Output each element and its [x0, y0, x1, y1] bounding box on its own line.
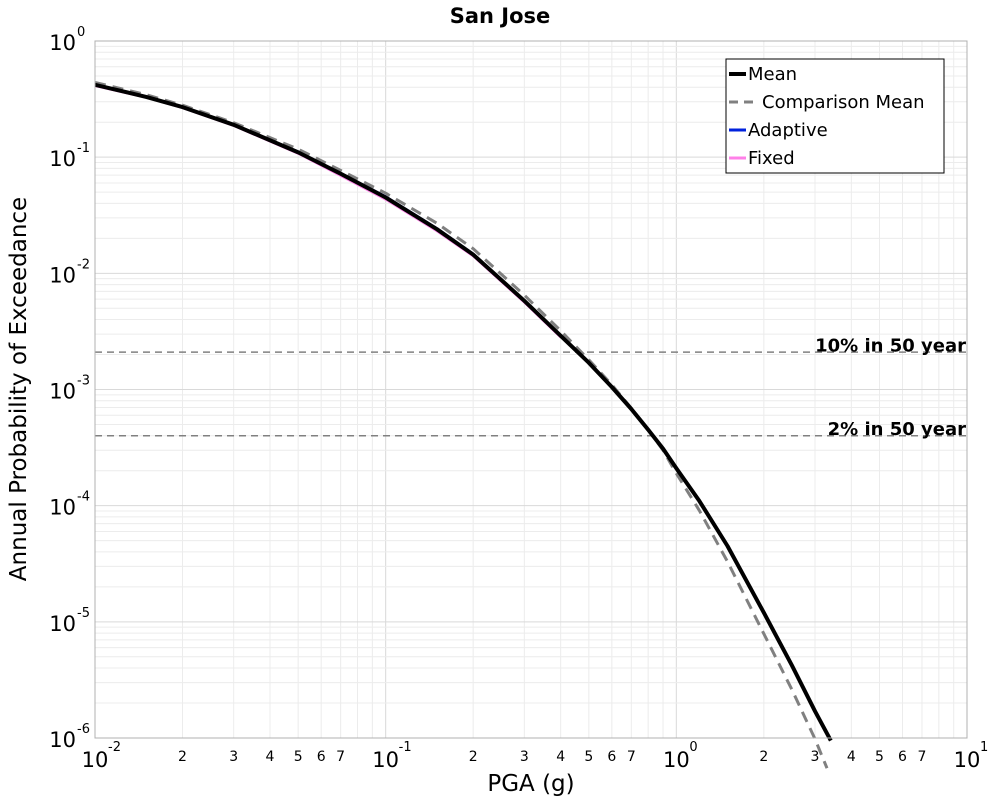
y-tick-label: 10	[49, 147, 76, 171]
x-minor-tick-label: 4	[266, 749, 275, 765]
chart-title: San Jose	[450, 4, 551, 28]
y-axis-label: Annual Probability of Exceedance	[6, 197, 32, 581]
series-lines	[94, 80, 833, 769]
x-minor-tick-label: 6	[898, 749, 907, 765]
x-minor-tick-label: 4	[556, 749, 565, 765]
y-tick-label: 10	[49, 380, 76, 404]
x-minor-tick-label: 3	[229, 749, 238, 765]
reference-lines: 10% in 50 year 2% in 50 year	[95, 336, 967, 440]
x-minor-tick-label: 5	[294, 749, 303, 765]
y-tick-exponent: -3	[77, 374, 90, 389]
x-tick-label: 10	[663, 748, 690, 772]
legend-label: Adaptive	[748, 120, 828, 141]
y-tick-exponent: -4	[77, 490, 90, 505]
legend-label: Comparison Mean	[762, 92, 925, 113]
x-tick-exponent: -2	[108, 740, 121, 755]
x-minor-tick-label: 7	[627, 749, 636, 765]
x-axis-label: PGA (g)	[487, 771, 574, 797]
x-minor-tick-label: 5	[584, 749, 593, 765]
x-minor-tick-label: 7	[336, 749, 345, 765]
y-tick-exponent: -5	[77, 606, 90, 621]
grid-lines	[95, 41, 967, 738]
series-line-mean	[94, 82, 833, 742]
reference-line-label: 10% in 50 year	[815, 336, 966, 357]
plot-frame	[94, 40, 968, 739]
y-tick-label: 10	[49, 263, 76, 287]
x-minor-tick-label: 2	[469, 749, 478, 765]
x-minor-tick-label: 5	[875, 749, 884, 765]
x-minor-tick-label: 3	[520, 749, 529, 765]
x-tick-label: 10	[954, 748, 981, 772]
reference-line-label: 2% in 50 year	[828, 419, 966, 440]
y-tick-label: 10	[49, 728, 76, 752]
y-tick-label: 10	[49, 496, 76, 520]
x-tick-exponent: -1	[399, 740, 412, 755]
legend-label: Mean	[748, 64, 797, 85]
x-tick-exponent: 1	[980, 740, 988, 755]
x-minor-tick-label: 6	[317, 749, 326, 765]
y-tick-exponent: 0	[77, 25, 85, 40]
y-tick-exponent: -2	[77, 257, 90, 272]
series-line-comparison-mean	[94, 80, 829, 769]
x-tick-label: 10	[372, 748, 399, 772]
x-minor-tick-label: 2	[759, 749, 768, 765]
legend: Mean Comparison Mean Adaptive Fixed	[725, 58, 945, 174]
x-minor-tick-label: 4	[847, 749, 856, 765]
x-minor-tick-label: 7	[918, 749, 927, 765]
x-tick-label: 10	[82, 748, 109, 772]
y-tick-exponent: -6	[77, 722, 90, 737]
x-minor-tick-label: 2	[178, 749, 187, 765]
legend-label: Fixed	[748, 148, 795, 169]
x-tick-exponent: 0	[689, 740, 697, 755]
legend-box	[725, 58, 945, 174]
y-tick-exponent: -1	[77, 141, 90, 156]
x-minor-tick-label: 6	[607, 749, 616, 765]
y-tick-label: 10	[49, 31, 76, 55]
x-minor-tick-label: 3	[811, 749, 820, 765]
y-tick-label: 10	[49, 612, 76, 636]
